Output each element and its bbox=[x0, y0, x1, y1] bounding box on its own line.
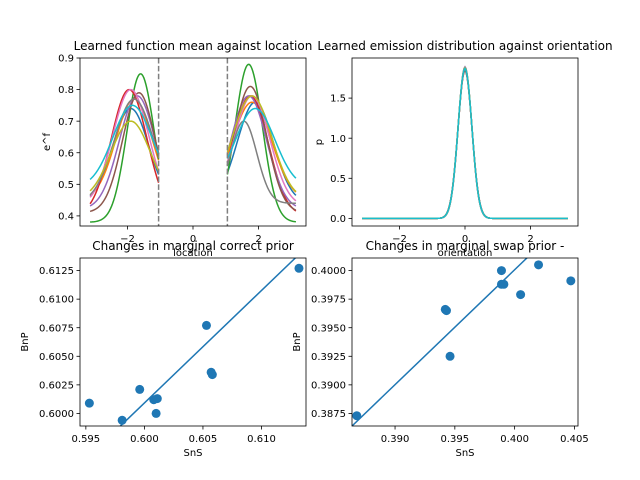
x-tick-label: −2 bbox=[120, 234, 135, 245]
plot-area bbox=[362, 65, 568, 220]
series-line-10-left bbox=[89, 104, 160, 180]
y-tick-label: 0.3900 bbox=[311, 380, 346, 391]
y-tick-label: 0.3875 bbox=[311, 409, 346, 420]
plot-area bbox=[352, 258, 576, 426]
x-tick-label: 0.600 bbox=[130, 434, 159, 445]
y-tick-label: 0.6125 bbox=[39, 266, 74, 277]
series-line-9 bbox=[362, 66, 568, 220]
y-tick-label: 0.3925 bbox=[311, 352, 346, 363]
x-tick-label: 0.405 bbox=[560, 434, 589, 445]
chart-title: Learned emission distribution against or… bbox=[317, 39, 612, 53]
data-point-3 bbox=[135, 384, 145, 394]
y-tick-label: 0.3950 bbox=[311, 323, 346, 334]
data-point-5 bbox=[496, 266, 506, 276]
series-line-7-right bbox=[226, 95, 297, 202]
y-tick-label: 0.6075 bbox=[39, 323, 74, 334]
y-tick-label: 0.5 bbox=[330, 174, 346, 185]
data-point-3 bbox=[441, 306, 451, 316]
x-tick-label: 0 bbox=[462, 234, 468, 245]
series-line-8 bbox=[362, 67, 568, 220]
chart-4: 0.390 0.395 0.400 0.405 0.3875 0.3900 0.3925 0.… bbox=[292, 239, 589, 459]
data-point-8 bbox=[516, 290, 526, 300]
chart-3: 0.595 0.600 0.605 0.610 0.6000 0.6025 0.6050 0.… bbox=[20, 239, 307, 459]
y-tick-label: 0.3975 bbox=[311, 295, 346, 306]
y-tick-label: 0.6050 bbox=[39, 352, 74, 363]
data-point-9 bbox=[207, 370, 217, 380]
series-line-8-right bbox=[226, 120, 296, 204]
chart-title: Changes in marginal correct prior bbox=[92, 239, 294, 253]
data-point-9 bbox=[534, 260, 544, 270]
y-tick-label: 0.7 bbox=[58, 117, 74, 128]
y-tick-label: 0.4000 bbox=[311, 266, 346, 277]
x-axis-label: orientation bbox=[438, 248, 493, 259]
x-tick-label: 0 bbox=[190, 234, 196, 245]
series-line-7 bbox=[362, 67, 568, 220]
axes-frame bbox=[351, 57, 579, 227]
y-tick-label: 0.0 bbox=[330, 214, 346, 225]
x-tick-label: −2 bbox=[392, 234, 407, 245]
y-tick-label: 0.9 bbox=[58, 54, 74, 65]
data-point-6 bbox=[151, 408, 161, 418]
fit-line bbox=[352, 258, 528, 426]
data-point-7 bbox=[201, 320, 211, 330]
y-tick-label: 0.6 bbox=[58, 148, 74, 159]
series-line-5 bbox=[362, 65, 568, 220]
data-point-2 bbox=[117, 415, 127, 425]
x-tick-label: 2 bbox=[527, 234, 533, 245]
y-tick-label: 0.5 bbox=[58, 180, 74, 191]
x-tick-label: 2 bbox=[255, 234, 261, 245]
chart-title: Changes in marginal swap prior - bbox=[366, 239, 565, 253]
series-line-3 bbox=[362, 67, 568, 220]
x-tick-label: 0.595 bbox=[72, 434, 101, 445]
series-line-6 bbox=[362, 69, 568, 220]
y-tick-label: 0.8 bbox=[58, 85, 74, 96]
y-axis-label: p bbox=[314, 139, 325, 145]
series-line-9-left bbox=[89, 120, 160, 192]
series-line-6-left bbox=[89, 91, 160, 213]
y-tick-label: 0.6000 bbox=[39, 409, 74, 420]
data-point-5 bbox=[152, 394, 162, 404]
data-point-10 bbox=[566, 276, 576, 286]
y-tick-label: 0.6025 bbox=[39, 380, 74, 391]
x-axis-label: SnS bbox=[183, 448, 202, 459]
fit-line bbox=[119, 258, 297, 426]
series-line-9-right bbox=[226, 95, 297, 193]
plot-area bbox=[84, 258, 304, 426]
x-axis-label: location bbox=[173, 248, 213, 259]
data-point-4 bbox=[445, 351, 455, 361]
plot-area bbox=[89, 58, 297, 226]
series-line-5-left bbox=[89, 95, 160, 207]
data-point-1 bbox=[352, 411, 362, 421]
chart-title: Learned function mean against location bbox=[74, 39, 313, 53]
chart-2: −2 0 2 0.0 0.5 1.0 1.5 orientation p Learned emis… bbox=[314, 39, 613, 259]
x-tick-label: 0.605 bbox=[189, 434, 218, 445]
series-line-2 bbox=[362, 67, 568, 220]
x-tick-label: 0.610 bbox=[247, 434, 276, 445]
data-point-1 bbox=[84, 398, 94, 408]
y-tick-label: 1.5 bbox=[330, 94, 346, 105]
x-axis-label: SnS bbox=[455, 448, 474, 459]
y-tick-label: 0.4 bbox=[58, 211, 74, 222]
chart-1: −2 0 2 0.4 0.5 0.6 0.7 0.8 0.9 location e^f Learned… bbox=[42, 39, 312, 259]
axes-frame bbox=[351, 257, 579, 427]
series-line-4 bbox=[362, 68, 568, 220]
axes-frame bbox=[79, 257, 307, 427]
series-line-10 bbox=[362, 67, 568, 220]
series-line-3-left bbox=[90, 73, 160, 223]
x-tick-label: 0.400 bbox=[500, 434, 529, 445]
data-point-7 bbox=[499, 279, 509, 289]
y-tick-label: 0.6100 bbox=[39, 295, 74, 306]
data-point-10 bbox=[294, 263, 304, 273]
y-axis-label: e^f bbox=[42, 133, 53, 152]
series-line-1 bbox=[362, 66, 568, 220]
x-tick-label: 0.390 bbox=[381, 434, 410, 445]
y-tick-label: 1.0 bbox=[330, 134, 346, 145]
y-axis-label: BnP bbox=[20, 332, 31, 351]
y-axis-label: BnP bbox=[292, 332, 303, 351]
series-line-10-right bbox=[226, 107, 297, 179]
x-tick-label: 0.395 bbox=[441, 434, 470, 445]
